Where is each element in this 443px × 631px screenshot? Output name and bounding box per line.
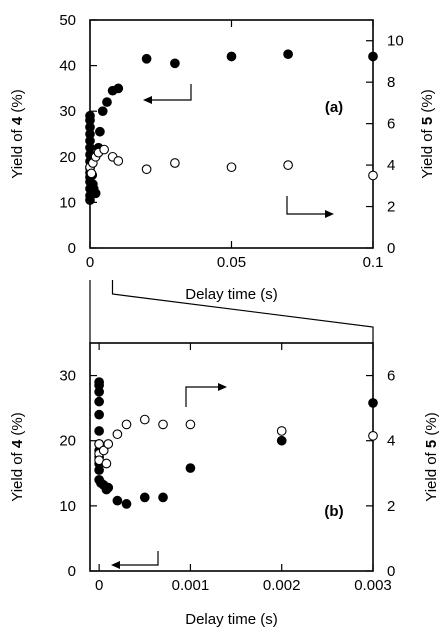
y-right-tick-label: 2 (387, 498, 395, 515)
x-tick-label: 0.002 (263, 577, 301, 594)
y-right-tick-label: 4 (387, 157, 395, 174)
x-axis-title: Delay time (s) (185, 611, 278, 628)
left-axis-arrow (145, 84, 192, 101)
filled-point (170, 58, 180, 69)
y-left-tick-label: 10 (59, 194, 76, 211)
y-left-axis-title: Yield of 4 (%) (9, 412, 26, 502)
filled-point (139, 492, 150, 503)
left-arrowhead (143, 96, 152, 104)
filled-point (94, 465, 104, 475)
zoom-connector-right (111, 280, 374, 343)
open-point (283, 160, 293, 170)
x-tick-label: 0.001 (172, 577, 210, 594)
open-point (141, 164, 152, 175)
filled-point (283, 49, 293, 60)
open-point (368, 430, 378, 441)
y-right-tick-label: 0 (387, 563, 395, 580)
open-point (158, 419, 168, 430)
filled-point (94, 396, 104, 407)
y-left-tick-label: 20 (59, 433, 76, 450)
open-point (86, 168, 97, 179)
filled-point (113, 83, 124, 94)
left-arrowhead (111, 561, 120, 569)
filled-point (121, 499, 132, 509)
x-axis-title: Delay time (s) (185, 286, 278, 303)
open-point (99, 144, 109, 155)
y-left-tick-label: 50 (59, 12, 76, 29)
open-point (112, 429, 123, 440)
open-point (185, 419, 196, 430)
x-tick-label: 0.05 (217, 254, 246, 271)
filled-point (368, 51, 378, 62)
left-axis-arrow (113, 551, 159, 566)
x-tick-label: 0.003 (354, 577, 392, 594)
open-point (121, 419, 132, 430)
y-left-tick-label: 40 (59, 58, 76, 75)
open-point (98, 445, 109, 456)
filled-point (85, 110, 95, 121)
y-right-tick-label: 8 (387, 74, 395, 91)
plot-frame (89, 342, 374, 572)
y-left-tick-label: 30 (59, 368, 76, 385)
open-point (103, 439, 114, 449)
filled-point (97, 106, 108, 117)
panel-label: (a) (325, 99, 343, 116)
filled-point (226, 51, 237, 62)
y-left-axis-title: Yield of 4 (%) (9, 89, 26, 179)
y-right-axis-title: Yield of 5 (%) (419, 89, 436, 179)
y-right-tick-label: 6 (387, 116, 395, 133)
x-tick-label: 0 (95, 577, 103, 594)
open-point (101, 458, 112, 469)
x-tick-label: 0.1 (363, 254, 384, 271)
y-left-tick-label: 30 (59, 103, 76, 120)
right-arrowhead (325, 210, 334, 218)
filled-point (94, 409, 104, 420)
x-tick-label: 0 (86, 254, 94, 271)
y-right-tick-label: 4 (387, 433, 395, 450)
open-point (368, 170, 378, 181)
filled-point (185, 463, 196, 473)
open-point (139, 414, 150, 425)
filled-point (94, 387, 104, 397)
panel-label: (b) (324, 503, 343, 520)
filled-point (94, 426, 104, 436)
y-left-tick-label: 20 (59, 149, 76, 166)
right-axis-arrow (185, 386, 224, 407)
filled-point (112, 495, 123, 506)
open-point (113, 156, 124, 166)
filled-point (95, 126, 105, 137)
filled-point (141, 53, 152, 64)
filled-point (90, 188, 101, 199)
filled-point (102, 97, 112, 107)
y-left-tick-label: 10 (59, 498, 76, 515)
open-point (170, 158, 180, 168)
y-left-tick-label: 0 (68, 240, 76, 257)
y-right-tick-label: 10 (387, 33, 404, 50)
filled-point (276, 435, 287, 446)
y-right-tick-label: 6 (387, 368, 395, 385)
open-point (276, 426, 287, 436)
filled-point (103, 482, 114, 493)
y-right-tick-label: 2 (387, 199, 395, 216)
y-right-tick-label: 0 (387, 240, 395, 257)
right-arrowhead (218, 383, 227, 391)
filled-point (158, 492, 168, 503)
open-point (226, 162, 237, 173)
y-left-tick-label: 0 (68, 563, 76, 580)
filled-point (368, 398, 378, 408)
y-right-axis-title: Yield of 5 (%) (423, 412, 440, 502)
right-axis-arrow (286, 196, 331, 215)
